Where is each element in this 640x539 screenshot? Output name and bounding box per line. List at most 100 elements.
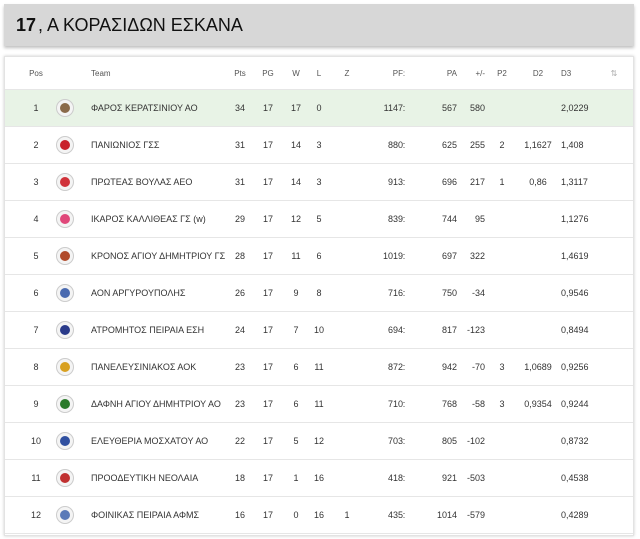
cell-pts: 31 [234, 140, 245, 150]
cell-z [335, 238, 359, 274]
table-row[interactable]: 6 ΑΟΝ ΑΡΓΥΡΟΥΠΟΛΗΣ 26 17 9 8 716: 750 -34 0,9546 [5, 275, 633, 312]
table-row[interactable]: 2 ΠΑΝΙΩΝΙΟΣ ΓΣΣ 31 17 14 3 880: 625 255 2 1,1627 1,… [5, 127, 633, 164]
cell-pa: 744 [441, 214, 457, 224]
score-separator: : [402, 140, 406, 150]
cell-l: 11 [314, 399, 324, 409]
score-separator: : [402, 399, 406, 409]
cell-p2 [489, 238, 515, 274]
table-row[interactable]: 9 ΔΑΦΝΗ ΑΓΙΟΥ ΔΗΜΗΤΡΙΟΥ ΑΟ 23 17 6 11 710: 768 -… [5, 386, 633, 423]
cell-pm: 95 [474, 214, 485, 224]
cell-team[interactable]: ΙΚΑΡΟΣ ΚΑΛΛΙΘΕΑΣ ΓΣ (w) [91, 214, 206, 224]
cell-p2 [489, 312, 515, 348]
score-separator: : [402, 436, 406, 446]
team-logo-icon [56, 358, 74, 376]
cell-d3: 0,9546 [561, 288, 589, 298]
sort-icon[interactable]: ⇅ [610, 68, 618, 78]
cell-d2: 0,86 [529, 177, 547, 187]
cell-d2 [517, 238, 559, 274]
table-row[interactable]: 5 ΚΡΟΝΟΣ ΑΓΙΟΥ ΔΗΜΗΤΡΙΟΥ ΓΣ 28 17 11 6 1019: 69… [5, 238, 633, 275]
cell-pf: 703 [387, 436, 403, 446]
table-row[interactable]: 7 ΑΤΡΟΜΗΤΟΣ ΠΕΙΡΑΙΑ ΕΣΗ 24 17 7 10 694: 817 -123… [5, 312, 633, 349]
cell-team[interactable]: ΦΟΙΝΙΚΑΣ ΠΕΙΡΑΙΑ ΑΦΜΣ [91, 510, 200, 520]
cell-l: 16 [313, 473, 324, 483]
team-logo-icon [55, 238, 75, 274]
column-header-d3[interactable]: D3 [561, 68, 572, 78]
cell-team[interactable]: ΦΑΡΟΣ ΚΕΡΑΤΣΙΝΙΟΥ ΑΟ [91, 103, 198, 113]
cell-pm: 580 [469, 103, 485, 113]
cell-pg: 17 [262, 177, 273, 187]
cell-team[interactable]: ΠΑΝΙΩΝΙΟΣ ΓΣΣ [91, 140, 160, 150]
table-row[interactable]: 12 ΦΟΙΝΙΚΑΣ ΠΕΙΡΑΙΑ ΑΦΜΣ 16 17 0 16 1 435: 1014-… [5, 497, 633, 534]
column-header-p2[interactable]: P2 [497, 68, 507, 78]
cell-team[interactable]: ΠΡΩΤΕΑΣ ΒΟΥΛΑΣ ΑΕΟ [91, 177, 193, 187]
column-header-d2[interactable]: D2 [532, 68, 544, 78]
column-header-w[interactable]: W [292, 68, 300, 78]
cell-w: 6 [293, 362, 299, 372]
cell-team[interactable]: ΑΤΡΟΜΗΤΟΣ ΠΕΙΡΑΙΑ ΕΣΗ [91, 325, 205, 335]
cell-pts: 24 [234, 325, 245, 335]
column-header-team[interactable]: Team [91, 68, 111, 78]
column-header-l[interactable]: L [316, 68, 322, 78]
column-header-pos[interactable]: Pos [29, 68, 43, 78]
cell-z: 1 [344, 510, 350, 520]
table-row[interactable]: 10 ΕΛΕΥΘΕΡΙΑ ΜΟΣΧΑΤΟΥ ΑΟ 22 17 5 12 703: 805 -10… [5, 423, 633, 460]
team-logo-icon [55, 127, 75, 163]
column-header-pts[interactable]: Pts [234, 68, 246, 78]
column-header-pf[interactable]: PF [392, 68, 403, 78]
cell-pts: 31 [234, 177, 245, 187]
cell-pts: 26 [234, 288, 245, 298]
team-logo-icon [56, 99, 74, 117]
cell-p2 [489, 423, 515, 459]
cell-pa: 1014 [436, 510, 457, 520]
cell-pg: 17 [262, 103, 273, 113]
cell-l: 12 [313, 436, 324, 446]
cell-p2 [489, 90, 515, 126]
cell-l: 10 [313, 325, 324, 335]
team-logo-icon [56, 210, 74, 228]
cell-d2 [517, 312, 559, 348]
cell-w: 17 [290, 103, 301, 113]
table-row[interactable]: 8 ΠΑΝΕΛΕΥΣΙΝΙΑΚΟΣ ΑΟΚ 23 17 6 11 872: 942 -70 3 1,… [5, 349, 633, 386]
cell-z [335, 127, 359, 163]
column-header-z[interactable]: Z [344, 68, 350, 78]
cell-pg: 17 [262, 473, 273, 483]
table-row[interactable]: 3 ΠΡΩΤΕΑΣ ΒΟΥΛΑΣ ΑΕΟ 31 17 14 3 913: 696 217 1 0,8… [5, 164, 633, 201]
cell-p2: 1 [499, 177, 505, 187]
cell-pf: 418 [387, 473, 403, 483]
cell-pa: 921 [441, 473, 457, 483]
table-row[interactable]: 1 ΦΑΡΟΣ ΚΕΡΑΤΣΙΝΙΟΥ ΑΟ 34 17 17 0 1147: 567 580 2… [5, 90, 633, 127]
cell-pts: 22 [234, 436, 245, 446]
team-logo-icon [55, 349, 75, 385]
cell-team[interactable]: ΕΛΕΥΘΕΡΙΑ ΜΟΣΧΑΤΟΥ ΑΟ [91, 436, 209, 446]
cell-d2 [517, 423, 559, 459]
cell-z [335, 275, 359, 311]
table-row[interactable]: 11 ΠΡΟΟΔΕΥΤΙΚΗ ΝΕΟΛΑΙΑ 18 17 1 16 418: 921 -503 0… [5, 460, 633, 497]
cell-z [335, 349, 359, 385]
cell-w: 0 [293, 510, 299, 520]
cell-d2 [517, 275, 559, 311]
cell-team[interactable]: ΚΡΟΝΟΣ ΑΓΙΟΥ ΔΗΜΗΤΡΙΟΥ ΓΣ [91, 251, 226, 261]
team-logo-icon [56, 506, 74, 524]
cell-w: 11 [291, 251, 301, 261]
cell-pg: 17 [262, 510, 273, 520]
team-logo-icon [55, 275, 75, 311]
column-header-plus-minus[interactable]: +/- [475, 68, 485, 78]
cell-l: 11 [314, 362, 324, 372]
column-header-pg[interactable]: PG [262, 68, 274, 78]
team-logo-icon [56, 395, 74, 413]
cell-pm: 217 [469, 177, 485, 187]
cell-team[interactable]: ΠΑΝΕΛΕΥΣΙΝΙΑΚΟΣ ΑΟΚ [91, 362, 197, 372]
cell-pf: 913 [387, 177, 403, 187]
cell-pts: 29 [234, 214, 245, 224]
column-header-pa[interactable]: PA [446, 68, 457, 78]
team-logo-icon [56, 284, 74, 302]
cell-team[interactable]: ΑΟΝ ΑΡΓΥΡΟΥΠΟΛΗΣ [91, 288, 186, 298]
cell-team[interactable]: ΔΑΦΝΗ ΑΓΙΟΥ ΔΗΜΗΤΡΙΟΥ ΑΟ [91, 399, 221, 409]
cell-pf: 872 [387, 362, 403, 372]
table-row[interactable]: 4 ΙΚΑΡΟΣ ΚΑΛΛΙΘΕΑΣ ΓΣ (w) 29 17 12 5 839: 744 95… [5, 201, 633, 238]
cell-z [335, 164, 359, 200]
cell-pts: 23 [234, 399, 245, 409]
cell-team[interactable]: ΠΡΟΟΔΕΥΤΙΚΗ ΝΕΟΛΑΙΑ [91, 473, 199, 483]
cell-pa: 817 [441, 325, 457, 335]
cell-d2 [517, 201, 559, 237]
